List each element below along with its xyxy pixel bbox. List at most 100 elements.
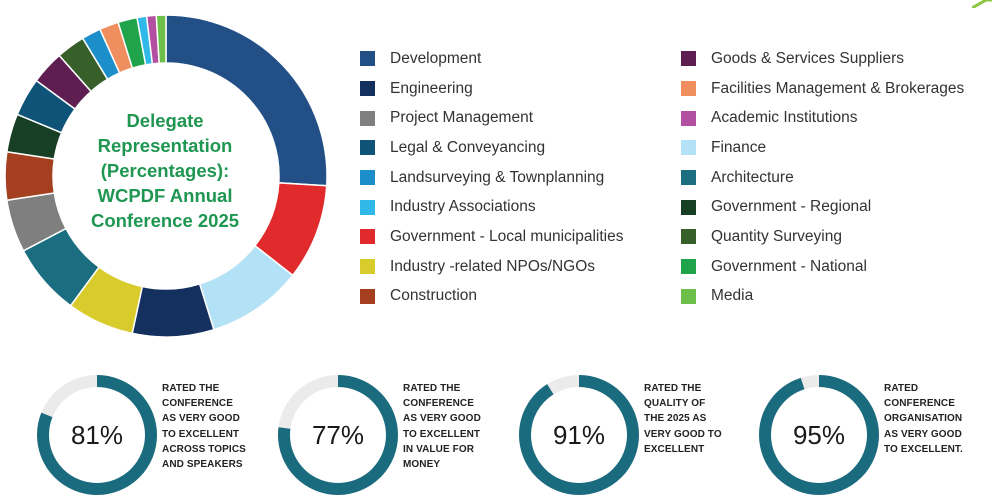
gauge-description: RATED CONFERENCE ORGANISATION AS VERY GO… <box>884 381 984 457</box>
gauge-fill <box>759 375 879 495</box>
legend-swatch <box>681 140 696 156</box>
gauge-text-line: RATED <box>884 383 919 394</box>
gauge-percent: 81% <box>70 419 124 450</box>
gauge-description: RATED THE QUALITY OF THE 2025 AS VERY GO… <box>644 381 744 457</box>
gauge-percent: 91% <box>552 419 606 450</box>
legend-swatch <box>360 110 375 126</box>
donut-title-line: WCPDF Annual <box>97 185 233 206</box>
legend-item: Construction <box>360 282 623 312</box>
gauge-ring <box>37 375 157 495</box>
gauge-ring <box>278 375 398 495</box>
legend-label: Development <box>390 49 482 67</box>
gauge-text-line: VERY GOOD TO <box>644 428 722 440</box>
legend-label: Architecture <box>711 168 794 186</box>
legend-item: Industry -related NPOs/NGOs <box>360 252 623 282</box>
donut-slice-media <box>155 14 167 65</box>
legend-label: Finance <box>711 138 767 156</box>
legend-label: Quantity Surveying <box>711 227 842 245</box>
donut-slice-construction <box>4 150 56 202</box>
legend-item: Facilities Management & Brokerages <box>681 74 964 104</box>
legend-column-left: Development Engineering Project Manageme… <box>360 44 623 311</box>
legend-swatch <box>681 199 696 215</box>
gauge-text-line: CONFERENCE <box>403 398 475 410</box>
gauge-description: RATED THE CONFERENCE AS VERY GOOD TO EXC… <box>162 381 262 472</box>
legend-item: Finance <box>681 133 964 163</box>
legend-item: Media <box>681 282 964 312</box>
legend-item: Academic Institutions <box>681 103 964 133</box>
legend-label: Industry -related NPOs/NGOs <box>390 257 596 275</box>
legend-label: Project Management <box>390 109 534 127</box>
gauge-ring <box>759 375 879 495</box>
gauge-ring <box>519 375 639 495</box>
legend-label: Landsurveying & Townplanning <box>390 168 605 186</box>
gauge-text-line: CONFERENCE <box>884 398 956 410</box>
legend-item: Government - Local municipalities <box>360 222 623 252</box>
rating-gauge: 77% RATED THE CONFERENCE AS VERY GOOD TO… <box>277 374 517 495</box>
legend-swatch <box>360 51 375 67</box>
legend-swatch <box>360 170 375 186</box>
gauge-text-line: AS VERY GOOD <box>884 428 962 440</box>
gauge-text-line: CONFERENCE <box>162 398 234 410</box>
gauge-text-line: IN VALUE FOR <box>403 443 475 455</box>
gauge-percent: 95% <box>792 419 846 450</box>
gauge-text-line: AS VERY GOOD <box>162 413 240 425</box>
rating-gauge: 95% RATED CONFERENCE ORGANISATION AS VER… <box>758 374 992 495</box>
gauge-text-line: RATED THE <box>644 383 702 394</box>
gauge-text-line: THE 2025 AS <box>644 413 707 425</box>
legend-swatch <box>360 229 375 245</box>
donut-slice-engineering <box>131 282 215 338</box>
legend-label: Government - Local municipalities <box>390 227 624 245</box>
gauge-text-line: MONEY <box>403 459 441 471</box>
legend-item: Quantity Surveying <box>681 222 964 252</box>
legend-item: Architecture <box>681 163 964 193</box>
legend-item: Engineering <box>360 74 623 104</box>
legend-item: Landsurveying & Townplanning <box>360 163 623 193</box>
gauge-description: RATED THE CONFERENCE AS VERY GOOD TO EXC… <box>403 381 503 472</box>
gauge-fill <box>278 375 398 495</box>
legend-item: Project Management <box>360 103 623 133</box>
legend-label: Engineering <box>390 79 473 97</box>
legend-item: Industry Associations <box>360 192 623 222</box>
legend-label: Industry Associations <box>390 198 536 216</box>
legend-label: Media <box>711 287 754 305</box>
donut-title-line: Conference 2025 <box>90 210 240 231</box>
rating-gauge: 91% RATED THE QUALITY OF THE 2025 AS VER… <box>518 374 758 495</box>
legend-swatch <box>681 110 696 126</box>
legend-swatch <box>681 229 696 245</box>
gauge-text-line: AND SPEAKERS <box>162 459 243 471</box>
legend-label: Construction <box>390 287 478 305</box>
gauge-text-line: AS VERY GOOD <box>403 413 481 425</box>
legend-swatch <box>360 81 375 97</box>
donut-title-line: Delegate <box>126 110 204 131</box>
gauge-percent: 77% <box>311 419 365 450</box>
legend-label: Goods & Services Suppliers <box>711 49 904 67</box>
legend-column-right: Goods & Services Suppliers Facilities Ma… <box>681 44 964 311</box>
legend-label: Government - National <box>711 257 867 275</box>
legend-item: Government - Regional <box>681 192 964 222</box>
gauge-text-line: QUALITY OF <box>644 398 706 410</box>
gauge-text-line: TO EXCELLENT <box>162 428 240 440</box>
delegate-donut-chart <box>4 14 328 338</box>
gauge-text-line: ACROSS TOPICS <box>162 443 246 455</box>
legend-swatch <box>681 288 696 304</box>
gauge-fill <box>37 375 157 495</box>
gauge-text-line: TO EXCELLENT. <box>884 443 963 455</box>
legend-swatch <box>360 259 375 275</box>
legend-label: Academic Institutions <box>711 109 858 127</box>
legend-item: Government - National <box>681 252 964 282</box>
legend-swatch <box>681 259 696 275</box>
legend-swatch <box>360 140 375 156</box>
legend-swatch <box>681 81 696 97</box>
gauge-text-line: ORGANISATION <box>884 413 963 425</box>
legend-label: Government - Regional <box>711 198 872 216</box>
rating-gauge: 81% RATED THE CONFERENCE AS VERY GOOD TO… <box>36 374 276 495</box>
donut-title-line: Representation <box>97 135 233 156</box>
donut-chart-title: Delegate Representation (Percentages): W… <box>75 108 255 233</box>
legend-label: Legal & Conveyancing <box>390 138 546 156</box>
donut-title-line: (Percentages): <box>100 160 230 181</box>
legend-swatch <box>681 170 696 186</box>
gauge-text-line: EXCELLENT <box>644 443 705 455</box>
legend-swatch <box>681 51 696 67</box>
corner-accent-shape <box>972 0 992 8</box>
gauge-fill <box>519 375 639 495</box>
